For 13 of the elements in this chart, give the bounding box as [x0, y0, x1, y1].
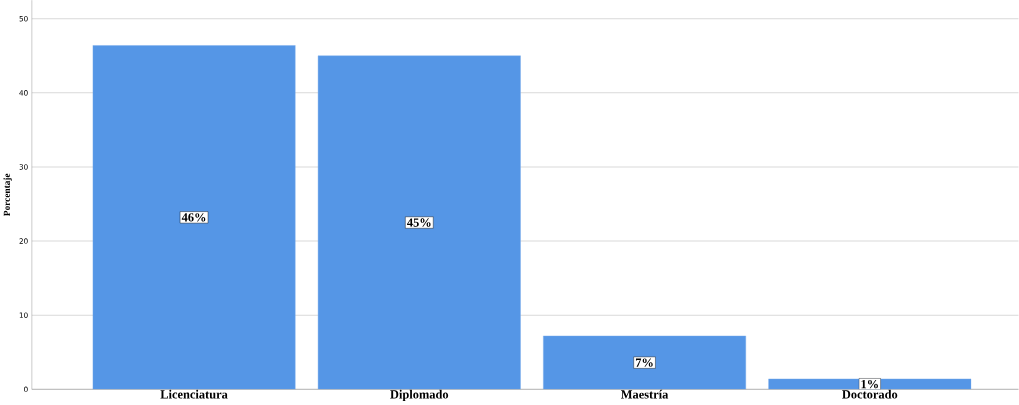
- y-axis-title: Porcentaje: [3, 173, 12, 217]
- x-tick-label: Diplomado: [390, 390, 449, 402]
- data-label: 7%: [635, 358, 653, 368]
- bar: [317, 55, 521, 390]
- bar: [768, 378, 972, 390]
- data-label: 45%: [407, 218, 431, 227]
- bar: [543, 335, 746, 390]
- x-tick-label: Doctorado: [842, 390, 898, 399]
- bar: [92, 45, 296, 390]
- data-label: 1%: [861, 380, 878, 389]
- x-tick-label: Licenciatura: [160, 390, 228, 399]
- data-label: 46%: [181, 213, 206, 222]
- x-tick-label: Maestría: [620, 390, 669, 399]
